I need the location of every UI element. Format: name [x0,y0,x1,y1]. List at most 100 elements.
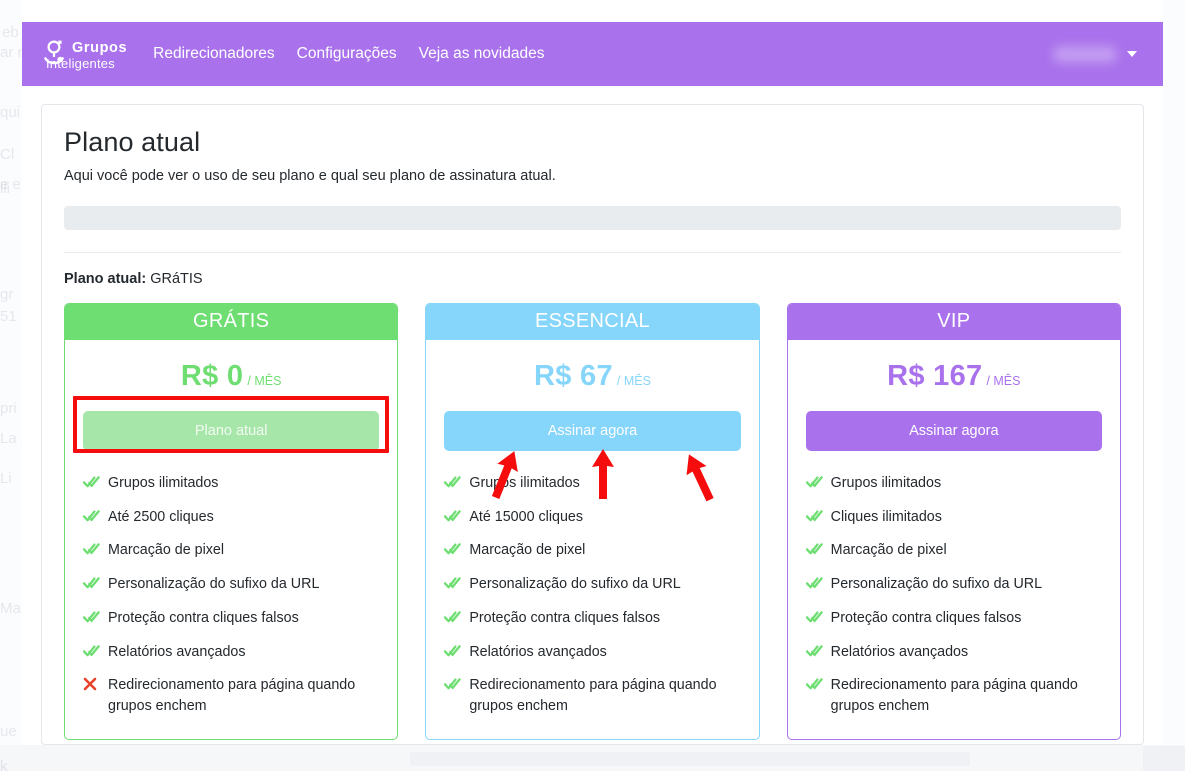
plan-card-essencial: ESSENCIAL R$ 67/ MÊS Assinar agora Grupos i… [425,303,760,740]
plan-feature-item: Personalização do sufixo da URL [444,574,740,595]
plan-feature-item: Até 15000 cliques [444,507,740,528]
brand-name-primary: Grupos [72,40,128,57]
plan-feature-label: Proteção contra cliques falsos [469,609,661,626]
plan-feature-item: Grupos ilimitados [83,473,379,494]
user-menu[interactable] [1053,45,1163,63]
ghost-text: qui [0,104,21,121]
plan-price-period: / MÊS [247,374,282,388]
current-plan-value: GRáTIS [150,271,203,287]
nav-link-redirecionadores[interactable]: Redirecionadores [153,45,275,62]
plan-feature-item: Relatórios avançados [444,642,740,663]
plan-feature-item: Redirecionamento para página quando grup… [805,675,1102,716]
page-subtitle: Aqui você pode ver o uso de seu plano e … [64,168,556,184]
ghost-text: Li [0,470,12,487]
assinar-agora-essencial-button[interactable]: Assinar agora [444,411,741,451]
double-check-icon [83,542,103,556]
plan-feature-label: Relatórios avançados [830,643,969,660]
plan-feature-label: Redirecionamento para página quando grup… [108,677,356,715]
nav-link-novidades[interactable]: Veja as novidades [418,45,545,62]
ghost-strip [410,752,970,766]
double-check-icon [83,644,103,658]
plan-card-body-free: R$ 0/ MÊS Plano atual Grupos ilimitados Até… [65,340,397,739]
ghost-text: ili [0,180,10,197]
plan-feature-item: Proteção contra cliques falsos [83,608,379,629]
double-check-icon [805,509,826,523]
page-edge-left [0,0,22,745]
ghost-text: e e [0,176,21,193]
plan-feature-item: Proteção contra cliques falsos [805,608,1102,629]
double-check-icon [83,509,103,523]
user-name-blurred [1053,45,1117,63]
plan-price-period: / MÊS [616,374,651,388]
brand-name-secondary: Inteligentes [46,56,115,72]
current-plan-line: Plano atual: GRáTIS [64,271,1121,287]
double-check-icon [444,576,464,590]
current-plan-label: Plano atual: [64,271,147,287]
double-check-icon [444,677,464,691]
ghost-text: eb [2,24,19,41]
top-navbar: Grupos Inteligentes Redirecionadores Con… [22,22,1163,86]
ghost-text: ue [0,723,17,740]
double-check-icon [444,610,464,624]
plan-feature-label: Cliques ilimitados [830,508,942,525]
plan-features-essencial: Grupos ilimitados Até 15000 cliques Marcaç… [444,473,740,717]
cross-icon [83,677,103,691]
double-check-icon [805,475,826,489]
double-check-icon [805,677,826,691]
brand-logo[interactable]: Grupos Inteligentes [43,37,127,71]
plan-feature-item: Personalização do sufixo da URL [805,574,1102,595]
plan-feature-item: Marcação de pixel [805,540,1102,561]
plan-feature-label: Proteção contra cliques falsos [108,609,299,626]
plan-card-header-free: GRÁTIS [65,304,398,340]
chevron-down-icon[interactable] [1127,51,1137,57]
double-check-icon [83,610,103,624]
plan-feature-label: Grupos ilimitados [469,475,580,491]
double-check-icon [444,542,464,556]
plan-feature-label: Marcação de pixel [830,542,947,559]
double-check-icon [805,542,826,556]
plan-feature-item: Grupos ilimitados [805,473,1102,494]
plan-feature-item: Cliques ilimitados [805,507,1102,528]
nav-link-configuracoes[interactable]: Configurações [296,45,397,62]
double-check-icon [805,610,826,624]
plan-features-free: Grupos ilimitados Até 2500 cliques Marcaçã… [83,473,379,717]
plan-price-free: R$ 0/ MÊS [83,360,379,393]
plan-feature-label: Personalização do sufixo da URL [830,576,1043,593]
plan-price-amount: R$ 167 [887,360,983,392]
plan-feature-label: Marcação de pixel [108,542,225,559]
double-check-icon [444,644,464,658]
page-edge-right [1163,0,1185,745]
double-check-icon [83,475,103,489]
ghost-text: gr [0,286,14,303]
plan-feature-label: Redirecionamento para página quando grup… [469,677,717,715]
plan-price-amount: R$ 67 [534,360,613,392]
plan-feature-label: Personalização do sufixo da URL [469,576,681,593]
ghost-text: pri [0,400,17,417]
plan-feature-label: Personalização do sufixo da URL [108,576,320,593]
double-check-icon [805,576,826,590]
plan-feature-label: Grupos ilimitados [830,475,942,491]
assinar-agora-vip-button[interactable]: Assinar agora [805,411,1102,451]
plan-feature-item: Redirecionamento para página quando grup… [83,675,379,716]
plan-feature-item: Marcação de pixel [83,540,379,561]
double-check-icon [83,576,103,590]
plan-card-vip: VIP R$ 167/ MÊS Assinar agora Grupos ilimit… [786,303,1121,740]
ghost-text: Ma [0,600,21,617]
plan-feature-label: Grupos ilimitados [108,475,219,491]
plan-feature-item: Relatórios avançados [805,642,1102,663]
ghost-text: k [0,758,8,771]
plan-feature-label: Redirecionamento para página quando grup… [830,677,1078,715]
plan-card-header-essencial: ESSENCIAL [426,304,759,340]
plan-price-period: / MÊS [986,374,1021,388]
plano-atual-button: Plano atual [83,411,380,451]
plan-feature-item: Redirecionamento para página quando grup… [444,675,740,716]
plan-features-vip: Grupos ilimitados Cliques ilimitados Marca… [805,473,1102,717]
plan-card-body-essencial: R$ 67/ MÊS Assinar agora Grupos ilimitados… [426,340,758,739]
plan-card-header-vip: VIP [787,304,1120,340]
plan-feature-item: Até 2500 cliques [83,507,379,528]
ghost-strip [1143,746,1185,771]
plan-panel: Plano atual Aqui você pode ver o uso de … [41,104,1144,745]
plan-feature-item: Personalização do sufixo da URL [83,574,379,595]
section-divider [64,252,1121,253]
